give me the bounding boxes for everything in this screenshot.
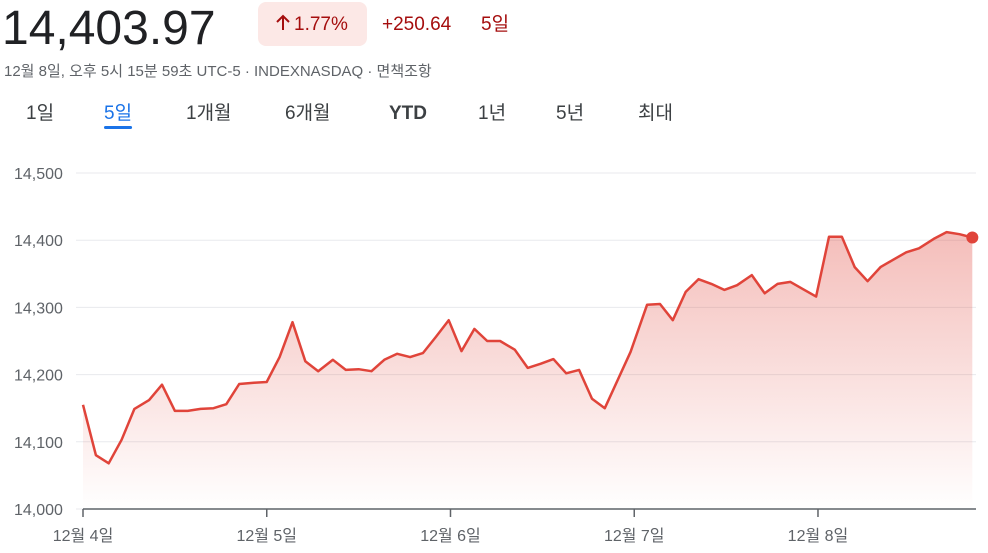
tab[interactable]: YTD [389, 103, 427, 124]
change-badge [258, 2, 367, 46]
x-tick-label: 12월 8일 [788, 527, 849, 545]
tab[interactable]: 5일 [104, 102, 132, 124]
change: +250.64 [382, 14, 452, 35]
price: 14,403.97 [2, 2, 216, 55]
area [83, 232, 973, 509]
tab[interactable]: 1개월 [186, 102, 232, 124]
y-tick-label: 14,100 [14, 435, 63, 452]
change-pct: 1.77% [294, 14, 348, 35]
x-tick-label: 12월 4일 [53, 527, 114, 545]
tab[interactable]: 1일 [26, 102, 54, 124]
y-tick-label: 14,000 [14, 502, 63, 519]
y-tick-label: 14,300 [14, 300, 63, 317]
tab[interactable]: 최대 [638, 102, 673, 124]
y-tick-label: 14,200 [14, 368, 63, 385]
last-point [966, 231, 979, 244]
x-tick-label: 12월 6일 [420, 527, 481, 545]
tab-underline [104, 126, 133, 129]
period: 5일 [481, 13, 509, 35]
price-line [81, 230, 973, 465]
subtitle: 12월 8일, 오후 5시 15분 59초 UTC-5 · INDEXNASDA… [4, 63, 432, 80]
tab[interactable]: 1년 [478, 102, 506, 124]
y-tick-label: 14,400 [14, 233, 63, 250]
up-arrow [276, 14, 290, 30]
x-tick-label: 12월 7일 [604, 527, 665, 545]
tab[interactable]: 5년 [556, 102, 584, 124]
y-tick-label: 14,500 [14, 166, 63, 183]
x-tick-label: 12월 5일 [236, 527, 297, 545]
tab[interactable]: 6개월 [285, 102, 331, 124]
